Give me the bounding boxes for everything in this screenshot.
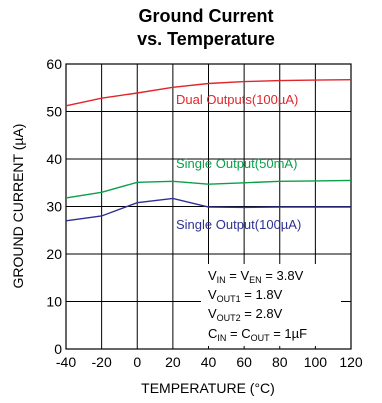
x-tick-label: -40 [56, 354, 76, 370]
series-line-2 [65, 197, 351, 222]
y-axis-label: GROUND CURRENT (µA) [10, 124, 26, 289]
y-tick-label: 0 [54, 341, 62, 357]
y-tick-label: 30 [46, 199, 62, 215]
series-line-1 [65, 179, 352, 199]
annotation-box [201, 264, 341, 346]
x-tick-label: 120 [339, 354, 363, 370]
x-tick-label: -20 [92, 354, 112, 370]
x-tick-label: 100 [304, 354, 328, 370]
y-tick-label: 60 [46, 56, 62, 72]
x-tick-label: 80 [272, 354, 288, 370]
annotation-vin-ven: VIN = VEN = 3.8V [208, 268, 304, 285]
x-axis-label: TEMPERATURE (°C) [141, 380, 275, 396]
annotation-cin-cout: CIN = COUT = 1µF [208, 326, 307, 343]
x-tick-label: 60 [236, 354, 252, 370]
y-tick-label: 20 [46, 246, 62, 262]
y-tick-label: 10 [46, 294, 62, 310]
y-tick-label: 40 [46, 151, 62, 167]
chart-title-line1: Ground Current [139, 6, 274, 26]
x-tick-label: 0 [133, 354, 141, 370]
chart-title-line2: vs. Temperature [137, 29, 275, 49]
y-tick-label: 50 [46, 104, 62, 120]
x-tick-label: 20 [165, 354, 181, 370]
series-label-single-output-100ua: Single Output(100µA) [176, 217, 301, 232]
series-label-dual-outputs-100ua: Dual Outputs(100µA) [176, 92, 298, 107]
series-lines [65, 79, 352, 222]
tick-labels: -40 -20 0 20 40 60 80 100 120 0 10 20 30 40 50 60 [46, 56, 362, 370]
x-tick-label: 40 [201, 354, 217, 370]
series-label-single-output-50ma: Single Output(50mA) [176, 156, 297, 171]
series-line-0 [65, 79, 352, 107]
